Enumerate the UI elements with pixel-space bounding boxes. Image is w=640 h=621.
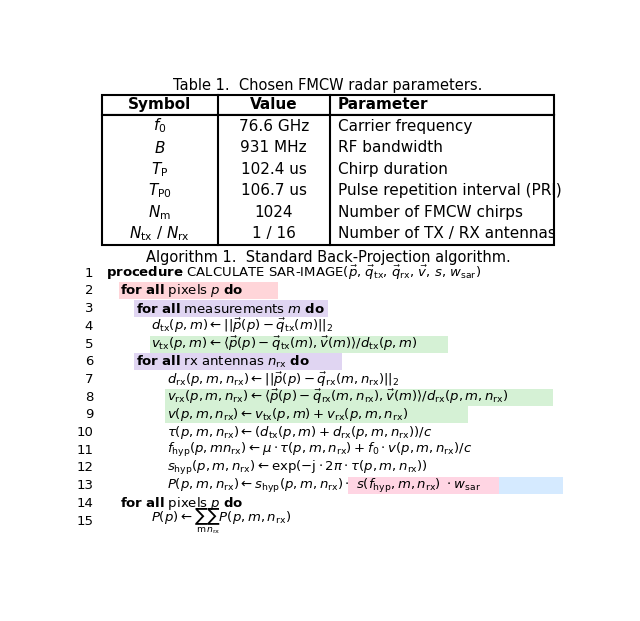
Text: $\mathbf{for\ all}$ pixels $p$ $\mathbf{do}$: $\mathbf{for\ all}$ pixels $p$ $\mathbf{… xyxy=(120,495,244,512)
Text: $s_\mathrm{hyp}(p,m,n_\mathrm{rx}) \leftarrow \exp(-\mathrm{j} \cdot 2\pi \cdot : $s_\mathrm{hyp}(p,m,n_\mathrm{rx}) \left… xyxy=(167,459,428,477)
Text: 5: 5 xyxy=(84,338,93,350)
Bar xyxy=(348,477,499,494)
Text: Symbol: Symbol xyxy=(128,97,191,112)
Text: $B$: $B$ xyxy=(154,140,166,156)
Text: 76.6 GHz: 76.6 GHz xyxy=(239,119,309,134)
Text: $N_\mathrm{tx}$ / $N_\mathrm{rx}$: $N_\mathrm{tx}$ / $N_\mathrm{rx}$ xyxy=(129,225,190,243)
Text: $d_\mathrm{tx}(p,m) \leftarrow ||\vec{p}(p) - \vec{q}_\mathrm{tx}(m)||_2$: $d_\mathrm{tx}(p,m) \leftarrow ||\vec{p}… xyxy=(151,317,333,335)
Text: Chirp duration: Chirp duration xyxy=(338,161,448,177)
Text: 14: 14 xyxy=(76,497,93,510)
Text: $\mathbf{for\ all}$ rx antennas $n_\mathrm{rx}$ $\mathbf{do}$: $\mathbf{for\ all}$ rx antennas $n_\math… xyxy=(136,354,310,369)
Text: Number of FMCW chirps: Number of FMCW chirps xyxy=(338,205,523,220)
Text: $f_0$: $f_0$ xyxy=(153,117,166,135)
Text: Algorithm 1.  Standard Back-Projection algorithm.: Algorithm 1. Standard Back-Projection al… xyxy=(146,250,510,265)
Text: 1024: 1024 xyxy=(255,205,293,220)
Text: Value: Value xyxy=(250,97,298,112)
Text: $v_\mathrm{rx}(p,m,n_\mathrm{rx}) \leftarrow \langle\vec{p}(p) - \vec{q}_\mathrm: $v_\mathrm{rx}(p,m,n_\mathrm{rx}) \lefta… xyxy=(167,388,508,406)
Text: $\mathbf{procedure}$ CALCULATE SAR-IMAGE($\vec{p}$, $\vec{q}_\mathrm{tx}$, $\vec: $\mathbf{procedure}$ CALCULATE SAR-IMAGE… xyxy=(106,264,481,283)
Text: 9: 9 xyxy=(84,409,93,422)
Text: 12: 12 xyxy=(76,461,93,474)
Text: 13: 13 xyxy=(76,479,93,492)
Text: $\mathbf{for\ all}$ measurements $m$ $\mathbf{do}$: $\mathbf{for\ all}$ measurements $m$ $\m… xyxy=(136,302,325,315)
Text: 102.4 us: 102.4 us xyxy=(241,161,307,177)
Text: $d_\mathrm{rx}(p,m,n_\mathrm{rx}) \leftarrow ||\vec{p}(p) - \vec{q}_\mathrm{rx}(: $d_\mathrm{rx}(p,m,n_\mathrm{rx}) \lefta… xyxy=(167,370,399,389)
Text: Pulse repetition interval (PRI): Pulse repetition interval (PRI) xyxy=(338,183,562,198)
Text: $\tau(p,m,n_\mathrm{rx}) \leftarrow (d_\mathrm{tx}(p,m) + d_\mathrm{rx}(p,m,n_\m: $\tau(p,m,n_\mathrm{rx}) \leftarrow (d_\… xyxy=(167,424,432,441)
Text: 3: 3 xyxy=(84,302,93,315)
Bar xyxy=(150,335,448,353)
Bar xyxy=(134,300,328,317)
Text: 2: 2 xyxy=(84,284,93,297)
Text: $T_\mathrm{P0}$: $T_\mathrm{P0}$ xyxy=(148,181,172,200)
Text: RF bandwidth: RF bandwidth xyxy=(338,140,443,155)
Text: Number of TX / RX antennas: Number of TX / RX antennas xyxy=(338,227,556,242)
Bar xyxy=(119,283,278,299)
Text: 10: 10 xyxy=(76,426,93,439)
Bar xyxy=(499,477,563,494)
Text: $\mathbf{for\ all}$ pixels $p$ $\mathbf{do}$: $\mathbf{for\ all}$ pixels $p$ $\mathbf{… xyxy=(120,283,244,299)
Text: 1: 1 xyxy=(84,266,93,279)
Text: 1 / 16: 1 / 16 xyxy=(252,227,296,242)
Text: 931 MHz: 931 MHz xyxy=(241,140,307,155)
Text: 6: 6 xyxy=(84,355,93,368)
Text: $v_\mathrm{tx}(p,m) \leftarrow \langle\vec{p}(p) - \vec{q}_\mathrm{tx}(m), \vec{: $v_\mathrm{tx}(p,m) \leftarrow \langle\v… xyxy=(151,335,418,353)
Text: $v(p,m,n_\mathrm{rx}) \leftarrow v_\mathrm{tx}(p,m) + v_\mathrm{rx}(p,m,n_\mathr: $v(p,m,n_\mathrm{rx}) \leftarrow v_\math… xyxy=(167,406,408,424)
Bar xyxy=(102,94,554,245)
Text: $f_\mathrm{hyp}(p,mn_\mathrm{rx}) \leftarrow \mu \cdot \tau(p,m,n_\mathrm{rx}) +: $f_\mathrm{hyp}(p,mn_\mathrm{rx}) \lefta… xyxy=(167,442,472,460)
Bar xyxy=(165,389,553,406)
Text: 8: 8 xyxy=(84,391,93,404)
Text: 7: 7 xyxy=(84,373,93,386)
Text: $P(p) \leftarrow \sum_\mathrm{m} \sum_{n_\mathrm{rx}} P(p,m,n_\mathrm{rx})$: $P(p) \leftarrow \sum_\mathrm{m} \sum_{n… xyxy=(151,506,291,536)
Text: 106.7 us: 106.7 us xyxy=(241,183,307,198)
Text: $T_\mathrm{P}$: $T_\mathrm{P}$ xyxy=(151,160,168,179)
Text: 11: 11 xyxy=(76,444,93,457)
Text: Table 1.  Chosen FMCW radar parameters.: Table 1. Chosen FMCW radar parameters. xyxy=(173,78,483,93)
Text: 15: 15 xyxy=(76,515,93,528)
Text: Carrier frequency: Carrier frequency xyxy=(338,119,472,134)
Bar xyxy=(134,353,342,370)
Text: 4: 4 xyxy=(84,320,93,333)
Text: $P(p,m,n_\mathrm{rx}) \leftarrow s_\mathrm{hyp}(p,m,n_\mathrm{rx})\cdot\ s(f_\ma: $P(p,m,n_\mathrm{rx}) \leftarrow s_\math… xyxy=(167,477,481,495)
Text: $N_\mathrm{m}$: $N_\mathrm{m}$ xyxy=(148,203,172,222)
Text: Parameter: Parameter xyxy=(338,97,429,112)
Bar xyxy=(165,406,467,424)
